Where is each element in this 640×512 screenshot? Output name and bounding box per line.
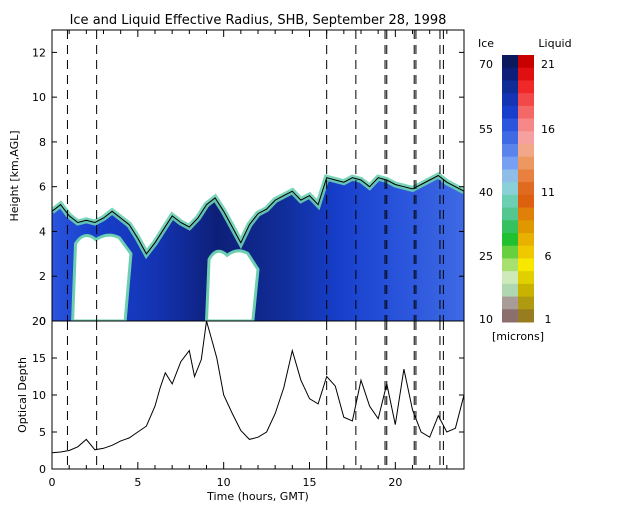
colorbar-liquid-swatch <box>518 220 534 234</box>
chart-title: Ice and Liquid Effective Radius, SHB, Se… <box>70 13 447 28</box>
bottom-x-ticks: 0 5 10 15 20 <box>49 30 465 489</box>
colorbar-liquid-swatch <box>518 258 534 272</box>
colorbar: Ice Liquid 70 55 40 25 10 21 16 11 6 1 [microns] <box>478 37 572 343</box>
top-y-ticks: 0 2 4 6 8 10 12 <box>32 46 464 328</box>
colorbar-liquid-swatch <box>518 245 534 259</box>
colorbar-ice-swatch <box>502 309 518 323</box>
optical-depth-line-area <box>52 321 464 454</box>
colorbar-liquid-tick: 1 <box>545 313 552 326</box>
colorbar-liquid-swatch <box>518 80 534 94</box>
colorbar-ice-strip <box>502 55 518 323</box>
colorbar-ice-header: Ice <box>478 37 494 50</box>
colorbar-ice-ticks: 70 55 40 25 10 <box>479 58 493 326</box>
x-tick-label: 5 <box>134 476 141 489</box>
colorbar-liquid-swatch <box>518 271 534 285</box>
colorbar-liquid-swatch <box>518 93 534 107</box>
colorbar-ice-swatch <box>502 55 518 69</box>
colorbar-ice-swatch <box>502 271 518 285</box>
bottom-xlabel: Time (hours, GMT) <box>206 490 309 503</box>
colorbar-liquid-swatch <box>518 296 534 310</box>
clear-gap <box>204 249 260 321</box>
colorbar-liquid-header: Liquid <box>538 37 571 50</box>
y-tick-label: 0 <box>39 463 46 476</box>
colorbar-liquid-tick: 16 <box>541 123 555 136</box>
colorbar-ice-swatch <box>502 296 518 310</box>
colorbar-ice-tick: 70 <box>479 58 493 71</box>
colorbar-liquid-swatch <box>518 131 534 145</box>
colorbar-ice-tick: 10 <box>479 313 493 326</box>
colorbar-ice-swatch <box>502 131 518 145</box>
y-tick-label: 0 <box>39 315 46 328</box>
y-tick-label: 6 <box>39 181 46 194</box>
colorbar-liquid-tick: 11 <box>541 186 555 199</box>
colorbar-liquid-swatch <box>518 207 534 221</box>
colorbar-liquid-swatch <box>518 169 534 183</box>
colorbar-ice-swatch <box>502 283 518 298</box>
bottom-plot-frame <box>51 320 465 470</box>
colorbar-ice-tick: 40 <box>479 186 493 199</box>
x-tick-label: 20 <box>388 476 402 489</box>
colorbar-liquid-strip <box>518 55 534 323</box>
colorbar-liquid-swatch <box>518 118 534 132</box>
colorbar-ice-swatch <box>502 118 518 132</box>
colorbar-ice-swatch <box>502 194 518 209</box>
x-tick-label: 15 <box>303 476 317 489</box>
colorbar-liquid-swatch <box>518 156 534 170</box>
colorbar-ice-swatch <box>502 258 518 272</box>
cloud-region <box>52 175 464 321</box>
bottom-dashed-lines <box>66 321 444 469</box>
colorbar-unit: [microns] <box>492 330 544 343</box>
bottom-ylabel: Optical Depth <box>16 357 29 433</box>
colorbar-liquid-swatch <box>518 67 534 81</box>
y-tick-label: 10 <box>32 91 46 104</box>
top-dashed-lines <box>66 30 444 321</box>
cloud-top-outline <box>52 174 464 255</box>
colorbar-liquid-tick: 21 <box>541 58 555 71</box>
y-tick-label: 8 <box>39 136 46 149</box>
optical-depth-series <box>52 321 464 454</box>
y-tick-label: 20 <box>32 315 46 328</box>
y-tick-label: 5 <box>39 426 46 439</box>
y-tick-label: 10 <box>32 389 46 402</box>
clear-gap <box>71 233 133 321</box>
colorbar-ice-swatch <box>502 220 518 234</box>
colorbar-ice-swatch <box>502 105 518 120</box>
colorbar-liquid-swatch <box>518 144 534 158</box>
colorbar-liquid-swatch <box>518 194 534 209</box>
colorbar-ice-swatch <box>502 144 518 158</box>
top-ylabel: Height [km,AGL] <box>8 130 21 221</box>
clear-gaps <box>71 233 260 321</box>
x-tick-label: 10 <box>217 476 231 489</box>
colorbar-liquid-ticks: 21 16 11 6 1 <box>541 58 555 326</box>
colorbar-liquid-swatch <box>518 55 534 69</box>
colorbar-liquid-swatch <box>518 182 534 196</box>
y-tick-label: 12 <box>32 46 46 59</box>
y-tick-label: 2 <box>39 270 46 283</box>
colorbar-ice-tick: 55 <box>479 123 493 136</box>
colorbar-ice-swatch <box>502 93 518 107</box>
y-tick-label: 4 <box>39 225 46 238</box>
x-tick-label: 0 <box>49 476 56 489</box>
bottom-y-ticks: 0 5 10 15 20 <box>32 315 464 476</box>
colorbar-liquid-swatch <box>518 105 534 120</box>
colorbar-ice-swatch <box>502 169 518 183</box>
colorbar-ice-swatch <box>502 80 518 94</box>
colorbar-ice-swatch <box>502 233 518 247</box>
colorbar-ice-swatch <box>502 67 518 81</box>
colorbar-ice-tick: 25 <box>479 250 493 263</box>
colorbar-liquid-swatch <box>518 309 534 323</box>
colorbar-liquid-tick: 6 <box>545 250 552 263</box>
y-tick-label: 15 <box>32 352 46 365</box>
colorbar-ice-swatch <box>502 156 518 170</box>
cloud-heatmap <box>52 171 464 321</box>
colorbar-ice-swatch <box>502 245 518 259</box>
colorbar-liquid-swatch <box>518 233 534 247</box>
colorbar-liquid-swatch <box>518 283 534 298</box>
colorbar-ice-swatch <box>502 182 518 196</box>
colorbar-ice-swatch <box>502 207 518 221</box>
